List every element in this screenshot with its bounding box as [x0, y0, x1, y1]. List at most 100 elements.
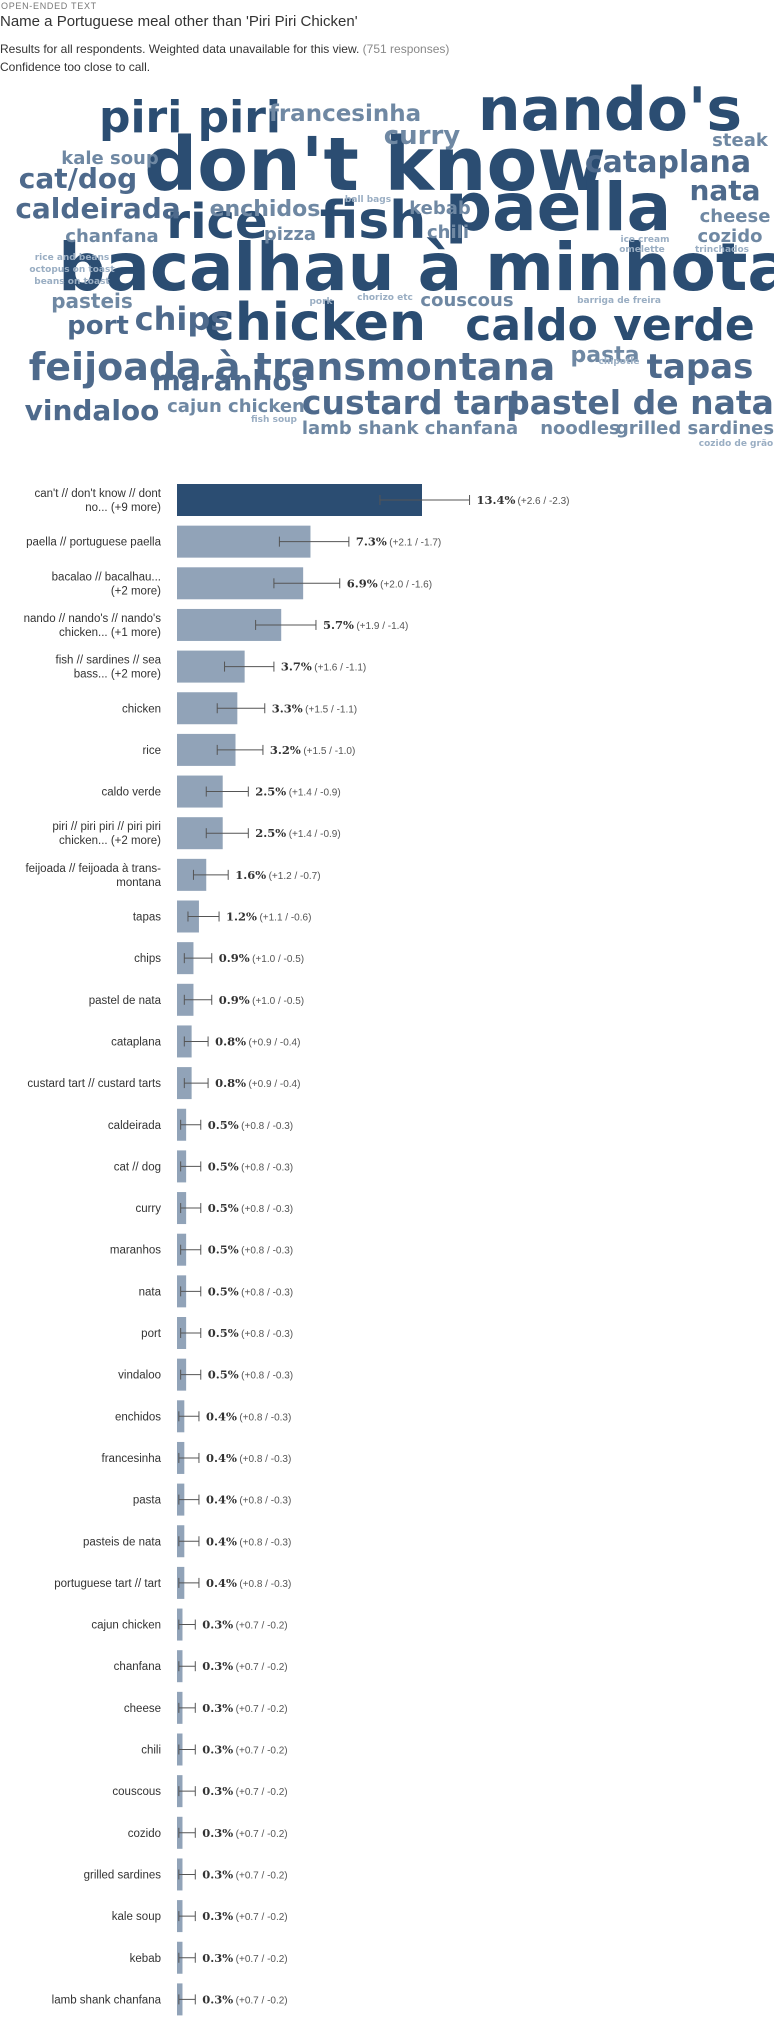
category-label: bass... (+2 more) [74, 669, 161, 681]
category-label: kebab [130, 1953, 161, 1965]
category-label: caldeirada [108, 1120, 162, 1132]
category-label: pasta [133, 1495, 162, 1507]
word-kebab: kebab [409, 198, 471, 219]
category-label: nata [139, 1286, 162, 1298]
word-fish: fish [320, 191, 427, 251]
word-cozido: cozido [698, 226, 763, 247]
error-label: (+2.1 / -1.7) [389, 538, 441, 549]
category-label: fish // sardines // sea [56, 655, 162, 667]
category-label: bacalao // bacalhau... [52, 571, 161, 583]
error-label: (+1.0 / -0.5) [252, 996, 304, 1007]
category-label: francesinha [102, 1453, 162, 1465]
value-label: 3.7% [281, 660, 312, 674]
word-cat-dog: cat/dog [19, 162, 137, 195]
category-label: paella // portuguese paella [26, 537, 162, 549]
error-label: (+1.5 / -1.1) [305, 704, 357, 715]
value-label: 0.8% [215, 1076, 246, 1090]
value-label: 2.5% [255, 826, 286, 840]
value-label: 0.5% [208, 1201, 239, 1215]
value-label: 0.4% [206, 1576, 237, 1590]
word-omelette: omelette [619, 245, 665, 255]
word-enchidos: enchidos [210, 197, 321, 222]
value-label: 0.4% [206, 1409, 237, 1423]
word-octopus-on-toast: octopus on toast [29, 265, 115, 275]
value-label: 0.3% [202, 1909, 233, 1923]
error-label: (+0.7 / -0.2) [236, 1621, 288, 1632]
word-cozido-de-grao: cozido de grão [699, 439, 773, 448]
category-label: kale soup [112, 1911, 161, 1923]
word-chicken: chicken [204, 293, 426, 353]
value-label: 0.3% [202, 1992, 233, 2006]
word-trinchados: trinchados [695, 245, 749, 255]
word-maranhos: maranhos [152, 364, 309, 397]
category-label: couscous [112, 1786, 161, 1798]
word-chips: chips [135, 300, 230, 338]
category-label: enchidos [115, 1411, 161, 1423]
category-label: piri // piri piri // piri piri [52, 821, 161, 833]
value-label: 0.4% [206, 1534, 237, 1548]
category-label: nando // nando's // nando's [24, 613, 162, 625]
error-label: (+1.1 / -0.6) [259, 913, 311, 924]
value-label: 0.9% [219, 951, 250, 965]
value-label: 5.7% [323, 618, 354, 632]
error-label: (+0.8 / -0.3) [241, 1246, 293, 1257]
category-label: no... (+9 more) [85, 502, 161, 514]
word-couscous: couscous [420, 290, 513, 311]
word-caldo-verde: caldo verde [465, 300, 754, 351]
value-label: 0.3% [202, 1743, 233, 1757]
category-label: lamb shank chanfana [52, 1994, 162, 2006]
word-grilled-sardines: grilled sardines [616, 418, 774, 439]
error-label: (+0.8 / -0.3) [241, 1371, 293, 1382]
word-paella: paella [445, 169, 671, 246]
error-label: (+0.9 / -0.4) [248, 1079, 300, 1090]
error-label: (+0.8 / -0.3) [241, 1287, 293, 1298]
category-label: cheese [124, 1703, 161, 1715]
word-rice-and-beans: rice and beans [35, 253, 110, 263]
word-noodles: noodles [540, 418, 620, 439]
results-text: Results for all respondents. Weighted da… [0, 42, 360, 56]
error-label: (+0.7 / -0.2) [236, 1704, 288, 1715]
error-label: (+0.8 / -0.3) [239, 1412, 291, 1423]
value-label: 0.4% [206, 1451, 237, 1465]
word-francesinha: francesinha [269, 101, 421, 127]
value-label: 1.6% [235, 868, 266, 882]
error-label: (+0.7 / -0.2) [236, 1870, 288, 1881]
error-label: (+1.9 / -1.4) [356, 621, 408, 632]
word-curry: curry [384, 121, 461, 151]
category-label: chanfana [114, 1661, 162, 1673]
word-pastel-de-nata: pastel de nata [506, 383, 774, 422]
category-label: feijoada // feijoada à trans- [25, 863, 161, 875]
value-label: 6.9% [347, 576, 378, 590]
word-rice: rice [166, 194, 267, 250]
error-label: (+0.7 / -0.2) [236, 1787, 288, 1798]
category-label: cat // dog [114, 1161, 161, 1173]
word-kale-soup: kale soup [61, 148, 159, 169]
word-pork: pork [309, 297, 333, 307]
word-lamb-shank-chanfana: lamb shank chanfana [302, 418, 518, 439]
word-custard-tart: custard tart [302, 383, 524, 422]
error-label: (+0.8 / -0.3) [239, 1537, 291, 1548]
word-caldeirada: caldeirada [15, 192, 180, 225]
word-bacalhau-a-minhota: bacalhau à minhota [58, 229, 774, 306]
word-chili: chili [427, 222, 469, 243]
category-label: (+2 more) [111, 585, 161, 597]
category-label: tapas [133, 912, 161, 924]
value-label: 0.5% [208, 1368, 239, 1382]
word-port: port [67, 311, 129, 341]
value-label: 0.3% [202, 1951, 233, 1965]
confidence-note: Confidence too close to call. [0, 60, 151, 74]
category-label: port [141, 1328, 162, 1340]
category-label: curry [135, 1203, 161, 1215]
value-label: 0.3% [202, 1659, 233, 1673]
category-label: vindaloo [118, 1370, 161, 1382]
error-label: (+1.6 / -1.1) [314, 663, 366, 674]
word-piri-piri: piri piri [99, 92, 281, 143]
word-pizza: pizza [264, 224, 316, 245]
category-label: chicken... (+2 more) [59, 835, 161, 847]
word-vindaloo: vindaloo [25, 394, 160, 427]
error-label: (+0.7 / -0.2) [236, 1746, 288, 1757]
error-label: (+0.8 / -0.3) [241, 1329, 293, 1340]
category-label: cataplana [111, 1036, 161, 1048]
category-label: cajun chicken [91, 1620, 161, 1632]
value-label: 0.3% [202, 1618, 233, 1632]
